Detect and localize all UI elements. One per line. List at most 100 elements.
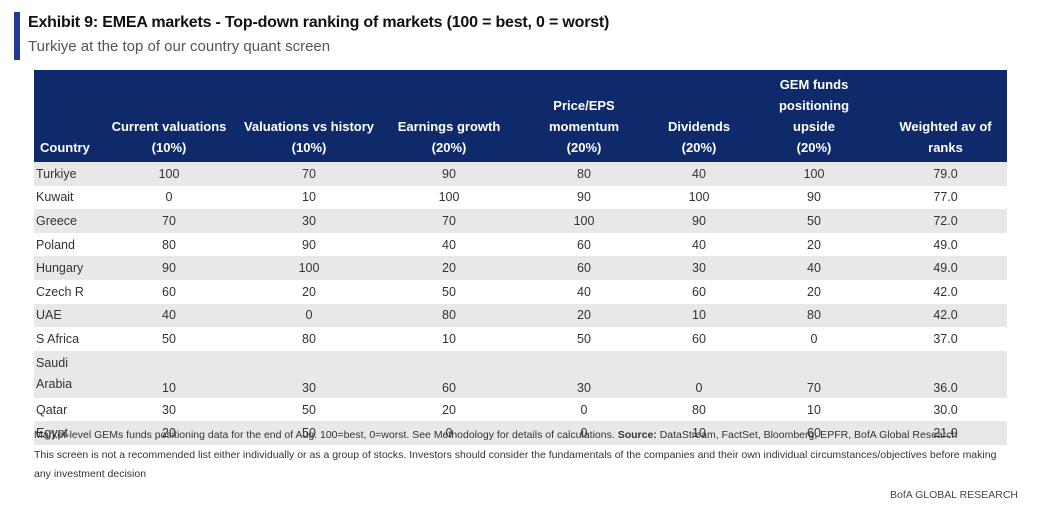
brand-label: BofA GLOBAL RESEARCH xyxy=(890,489,1018,501)
cell-earnings-growth: 70 xyxy=(384,209,514,233)
cell-dividends: 40 xyxy=(654,232,744,257)
cell-weighted-average: 42.0 xyxy=(884,303,1007,328)
cell-country: Saudi Arabia xyxy=(34,350,104,398)
cell-weighted-average: 72.0 xyxy=(884,209,1007,233)
cell-current-valuations: 0 xyxy=(104,185,234,210)
col-header-current-valuations: Current valuations (10%) xyxy=(104,70,234,162)
cell-dividends: 90 xyxy=(654,209,744,233)
table-row: Poland 80 90 40 60 40 20 49.0 xyxy=(34,232,1007,257)
cell-dividends: 60 xyxy=(654,327,744,351)
cell-price-eps-momentum: 30 xyxy=(514,350,654,398)
cell-weighted-average: 37.0 xyxy=(884,327,1007,351)
col-header-weighted-average: Weighted av of ranks xyxy=(884,70,1007,162)
cell-country: UAE xyxy=(34,303,104,328)
cell-current-valuations: 30 xyxy=(104,397,234,422)
cell-country: Qatar xyxy=(34,397,104,422)
cell-valuations-vs-history: 100 xyxy=(234,256,384,280)
cell-weighted-average: 21.0 xyxy=(884,421,1007,445)
cell-earnings-growth: 90 xyxy=(384,162,514,186)
cell-gem-funds-positioning: 90 xyxy=(744,185,884,210)
cell-gem-funds-positioning: 100 xyxy=(744,162,884,186)
table-row: UAE 40 0 80 20 10 80 42.0 xyxy=(34,303,1007,328)
cell-gem-funds-positioning: 20 xyxy=(744,232,884,257)
cell-price-eps-momentum: 90 xyxy=(514,185,654,210)
col-header-valuations-vs-history: Valuations vs history (10%) xyxy=(234,70,384,162)
cell-earnings-growth: 40 xyxy=(384,232,514,257)
cell-gem-funds-positioning: 0 xyxy=(744,327,884,351)
exhibit-title: Exhibit 9: EMEA markets - Top-down ranki… xyxy=(28,14,610,31)
cell-earnings-growth: 50 xyxy=(384,279,514,304)
cell-gem-funds-positioning: 70 xyxy=(744,350,884,398)
cell-current-valuations: 20 xyxy=(104,421,234,445)
cell-valuations-vs-history: 70 xyxy=(234,162,384,186)
cell-dividends: 80 xyxy=(654,397,744,422)
cell-earnings-growth: 20 xyxy=(384,256,514,280)
cell-current-valuations: 10 xyxy=(104,350,234,398)
cell-valuations-vs-history: 30 xyxy=(234,350,384,398)
accent-bar xyxy=(14,12,20,60)
table-row: Egypt 20 50 0 0 10 60 21.0 xyxy=(34,421,1007,445)
cell-current-valuations: 90 xyxy=(104,256,234,280)
cell-country: Turkiye xyxy=(34,162,104,186)
cell-dividends: 0 xyxy=(654,350,744,398)
cell-country: Hungary xyxy=(34,256,104,280)
cell-earnings-growth: 0 xyxy=(384,421,514,445)
cell-gem-funds-positioning: 10 xyxy=(744,397,884,422)
footnote-source: Market-level GEMs funds positioning data… xyxy=(34,426,1004,445)
cell-weighted-average: 49.0 xyxy=(884,256,1007,280)
cell-country: Czech R xyxy=(34,279,104,304)
cell-gem-funds-positioning: 80 xyxy=(744,303,884,328)
col-header-dividends: Dividends (20%) xyxy=(654,70,744,162)
cell-valuations-vs-history: 0 xyxy=(234,303,384,328)
table-row: Hungary 90 100 20 60 30 40 49.0 xyxy=(34,256,1007,280)
col-header-earnings-growth: Earnings growth (20%) xyxy=(384,70,514,162)
footnote-disclaimer: This screen is not a recommended list ei… xyxy=(34,449,997,480)
cell-price-eps-momentum: 80 xyxy=(514,162,654,186)
cell-weighted-average: 79.0 xyxy=(884,162,1007,186)
footnote-text: Market-level GEMs funds positioning data… xyxy=(34,429,615,441)
cell-country: Egypt xyxy=(34,421,104,445)
source-label: Source: xyxy=(617,429,657,441)
cell-price-eps-momentum: 0 xyxy=(514,397,654,422)
cell-valuations-vs-history: 20 xyxy=(234,279,384,304)
cell-current-valuations: 50 xyxy=(104,327,234,351)
cell-country: Greece xyxy=(34,209,104,233)
cell-dividends: 40 xyxy=(654,162,744,186)
cell-current-valuations: 80 xyxy=(104,232,234,257)
table-row: S Africa 50 80 10 50 60 0 37.0 xyxy=(34,327,1007,351)
cell-dividends: 10 xyxy=(654,421,744,445)
cell-earnings-growth: 60 xyxy=(384,350,514,398)
cell-valuations-vs-history: 50 xyxy=(234,421,384,445)
cell-gem-funds-positioning: 40 xyxy=(744,256,884,280)
exhibit-subtitle: Turkiye at the top of our country quant … xyxy=(28,38,331,55)
table-row: Kuwait 0 10 100 90 100 90 77.0 xyxy=(34,185,1007,210)
cell-gem-funds-positioning: 50 xyxy=(744,209,884,233)
cell-earnings-growth: 20 xyxy=(384,397,514,422)
cell-valuations-vs-history: 80 xyxy=(234,327,384,351)
cell-country: S Africa xyxy=(34,327,104,351)
cell-dividends: 10 xyxy=(654,303,744,328)
cell-weighted-average: 30.0 xyxy=(884,397,1007,422)
cell-current-valuations: 70 xyxy=(104,209,234,233)
cell-price-eps-momentum: 100 xyxy=(514,209,654,233)
cell-weighted-average: 49.0 xyxy=(884,232,1007,257)
cell-earnings-growth: 10 xyxy=(384,327,514,351)
cell-dividends: 100 xyxy=(654,185,744,210)
col-header-country: Country xyxy=(34,70,104,162)
cell-valuations-vs-history: 90 xyxy=(234,232,384,257)
cell-current-valuations: 100 xyxy=(104,162,234,186)
table-row: Qatar 30 50 20 0 80 10 30.0 xyxy=(34,397,1007,422)
cell-current-valuations: 40 xyxy=(104,303,234,328)
cell-earnings-growth: 100 xyxy=(384,185,514,210)
col-header-gem-funds-positioning: GEM funds positioning upside (20%) xyxy=(744,70,884,162)
table-header-row: Country Current valuations (10%) Valuatio… xyxy=(34,70,1007,162)
table-row: Czech R 60 20 50 40 60 20 42.0 xyxy=(34,279,1007,304)
cell-gem-funds-positioning: 60 xyxy=(744,421,884,445)
cell-price-eps-momentum: 50 xyxy=(514,327,654,351)
cell-valuations-vs-history: 10 xyxy=(234,185,384,210)
cell-price-eps-momentum: 60 xyxy=(514,232,654,257)
cell-price-eps-momentum: 40 xyxy=(514,279,654,304)
cell-gem-funds-positioning: 20 xyxy=(744,279,884,304)
cell-dividends: 30 xyxy=(654,256,744,280)
source-text: DataStream, FactSet, Bloomberg, EPFR, Bo… xyxy=(659,429,958,441)
